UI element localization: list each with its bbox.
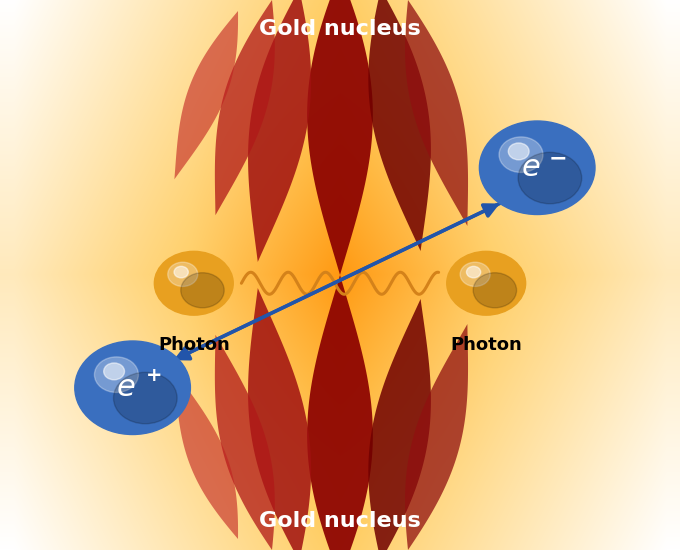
Polygon shape xyxy=(405,324,468,550)
Circle shape xyxy=(460,262,490,287)
Polygon shape xyxy=(307,0,373,275)
Text: $\mathbf{+}$: $\mathbf{+}$ xyxy=(145,366,161,385)
Circle shape xyxy=(95,357,139,393)
Circle shape xyxy=(499,137,543,173)
Polygon shape xyxy=(215,335,275,550)
Text: Gold nucleus: Gold nucleus xyxy=(259,19,421,39)
Circle shape xyxy=(181,273,224,308)
Polygon shape xyxy=(248,0,311,262)
Text: Photon: Photon xyxy=(158,336,230,354)
Circle shape xyxy=(473,273,517,308)
Circle shape xyxy=(103,363,124,380)
Text: Gold nucleus: Gold nucleus xyxy=(259,511,421,531)
Text: $\mathit{e}$: $\mathit{e}$ xyxy=(521,153,540,182)
Circle shape xyxy=(75,341,190,434)
Circle shape xyxy=(114,372,177,424)
Circle shape xyxy=(466,266,481,278)
FancyArrowPatch shape xyxy=(173,205,496,360)
Circle shape xyxy=(154,251,233,315)
Polygon shape xyxy=(174,11,238,179)
Polygon shape xyxy=(405,0,468,226)
Text: Photon: Photon xyxy=(450,336,522,354)
Circle shape xyxy=(174,266,188,278)
Circle shape xyxy=(518,152,581,204)
Polygon shape xyxy=(307,275,373,550)
Polygon shape xyxy=(369,299,431,550)
Text: $\mathit{e}$: $\mathit{e}$ xyxy=(116,373,135,402)
Text: $\mathbf{-}$: $\mathbf{-}$ xyxy=(549,148,566,168)
Circle shape xyxy=(479,121,595,214)
Circle shape xyxy=(509,143,529,160)
Polygon shape xyxy=(369,0,431,251)
Circle shape xyxy=(168,262,198,287)
Polygon shape xyxy=(215,0,275,215)
Polygon shape xyxy=(248,288,311,550)
FancyArrowPatch shape xyxy=(177,204,500,359)
Polygon shape xyxy=(174,371,238,539)
Circle shape xyxy=(447,251,526,315)
